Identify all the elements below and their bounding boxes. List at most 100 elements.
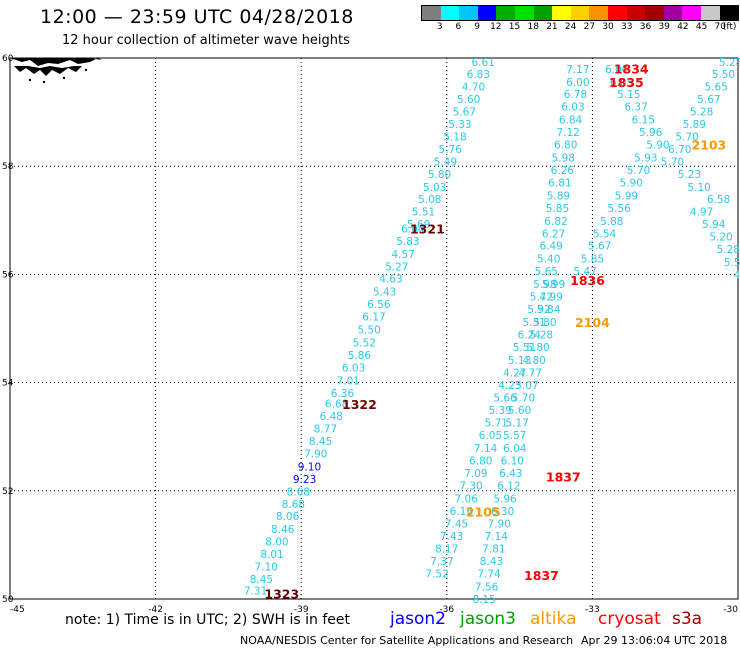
legend-entry-jason3: jason3 [460, 609, 516, 629]
wave-height-value: 6.00 [605, 64, 628, 76]
scale-swatch [440, 6, 460, 20]
wave-height-value: 7.12 [556, 127, 579, 139]
scale-label: 39 [658, 22, 670, 32]
wave-height-value: 6.78 [564, 89, 587, 101]
wave-height-value: 7.74 [477, 569, 501, 581]
wave-height-value: 5.89 [683, 119, 706, 131]
scale-label: 27 [583, 22, 596, 32]
longitude-tick-label: -33 [585, 605, 600, 615]
wave-height-value: 7.31 [244, 585, 267, 597]
wave-height-value: 7.56 [475, 582, 499, 594]
wave-height-value: 5.33 [448, 119, 471, 131]
wave-height-value: 7.90 [304, 448, 327, 460]
scale-label: 15 [508, 22, 521, 32]
wave-height-value: 5.03 [423, 182, 446, 194]
wave-height-value: 5.31 [522, 317, 545, 329]
wave-height-value: 5.98 [552, 153, 575, 165]
scale-label: 9 [474, 22, 480, 32]
map-subtitle: 12 hour collection of altimeter wave hei… [62, 33, 350, 48]
wave-height-value: 6.61 [472, 57, 495, 69]
wave-height-value: 7.45 [445, 518, 468, 530]
scale-swatch [570, 6, 590, 20]
generated-timestamp: Apr 29 13:06:04 UTC 2018 [581, 634, 728, 647]
wave-height-value: 5.90 [620, 177, 643, 189]
pass-time-label: 1837 [546, 470, 581, 485]
wave-height-value: 6.05 [479, 430, 502, 442]
wave-height-value: 6.70 [668, 144, 691, 156]
wave-height-value: 6.81 [548, 177, 571, 189]
wave-height-value: 4.77 [734, 269, 740, 281]
latitude-tick-label: 58 [2, 162, 14, 172]
wave-height-value: 7.14 [474, 443, 498, 455]
wave-height-value: 6.82 [544, 216, 567, 228]
wave-height-value: 5.07 [515, 380, 538, 392]
wave-height-value: 5.54 [593, 228, 617, 240]
scale-swatch [589, 6, 608, 20]
map-frame [9, 57, 739, 600]
latitude-tick-labels: 60 58 56 54 52 50 [2, 54, 14, 605]
wave-height-value: 6.48 [320, 411, 343, 423]
wave-height-value: 9.10 [298, 461, 321, 473]
wave-height-value: 5.85 [581, 254, 604, 266]
scale-swatch [422, 6, 441, 20]
wave-height-value: 5.40 [537, 254, 560, 266]
wave-height-value: 5.86 [348, 350, 372, 362]
wave-height-value: 7.37 [430, 556, 453, 568]
pass-time-label: 1834 [614, 61, 649, 76]
wave-height-value: 7.06 [455, 493, 479, 505]
wave-height-value: 6.12 [497, 480, 520, 492]
wave-height-value: 4.63 [379, 274, 402, 286]
wave-height-value: 6.15 [632, 115, 655, 127]
wave-height-value: 5.72 [530, 292, 553, 304]
wave-height-value: 5.80 [428, 169, 451, 181]
scale-label: 12 [490, 22, 502, 32]
wave-height-value: 5.71 [485, 418, 508, 430]
wave-height-value: 5.65 [535, 266, 558, 278]
wave-height-value: 8.45 [250, 574, 273, 586]
wave-height-value: 8.46 [271, 524, 295, 536]
greenland-coastline [10, 58, 102, 84]
scale-swatch [663, 6, 683, 20]
wave-height-value: 5.69 [407, 219, 430, 231]
wave-height-value: 5.66 [493, 393, 517, 405]
wave-height-value: 6.84 [559, 115, 583, 127]
wave-height-value: 7.17 [566, 64, 589, 76]
wave-height-value: 4.97 [690, 207, 713, 219]
legend-entry-s3a: s3a [672, 609, 703, 629]
wave-height-value: 5.51 [513, 342, 536, 354]
wave-height-value: 6.24 [518, 329, 542, 341]
wave-height-value: 5.51 [412, 207, 435, 219]
wave-height-value: 5.28 [530, 329, 553, 341]
wave-height-value: 6.05 [610, 77, 633, 89]
scale-swatch [682, 6, 701, 20]
wave-height-value: 8.45 [309, 436, 332, 448]
wave-height-scale-labels: 3 6 9 12 15 18 21 24 27 30 33 36 39 42 45 70 (ft) [421, 22, 739, 34]
longitude-tick-label: -45 [10, 605, 25, 615]
wave-height-value: 5.13 [508, 355, 531, 367]
wave-height-value: 5.28 [719, 57, 740, 69]
pass-time-label: 1321 [410, 221, 445, 236]
legend-entry-cryosat: cryosat [598, 609, 661, 629]
scale-label: 45 [695, 22, 708, 32]
scale-label: 6 [455, 22, 462, 32]
wave-height-value: 6.17 [362, 312, 385, 324]
wave-height-value: 5.50 [712, 69, 735, 81]
wave-height-value: 5.52 [353, 338, 376, 350]
wave-height-value: 5.57 [503, 430, 526, 442]
wave-height-value: 5.70 [627, 165, 650, 177]
wave-height-value: 5.20 [709, 232, 732, 244]
scale-swatch [459, 6, 478, 20]
wave-height-value: 6.27 [542, 228, 565, 240]
scale-swatch [496, 6, 515, 20]
wave-height-value: 5.60 [508, 405, 531, 417]
wave-height-value: 5.98 [533, 279, 556, 291]
wave-height-value: 9.23 [293, 474, 316, 486]
scale-label: 70 [714, 22, 727, 32]
pass-time-label: 2103 [691, 138, 726, 153]
wave-height-value: 8.01 [260, 549, 283, 561]
wave-height-value: 5.88 [600, 216, 623, 228]
wave-height-value: 5.92 [527, 304, 550, 316]
wave-height-value: 6.37 [624, 102, 647, 114]
pass-time-label: 1322 [342, 397, 377, 412]
